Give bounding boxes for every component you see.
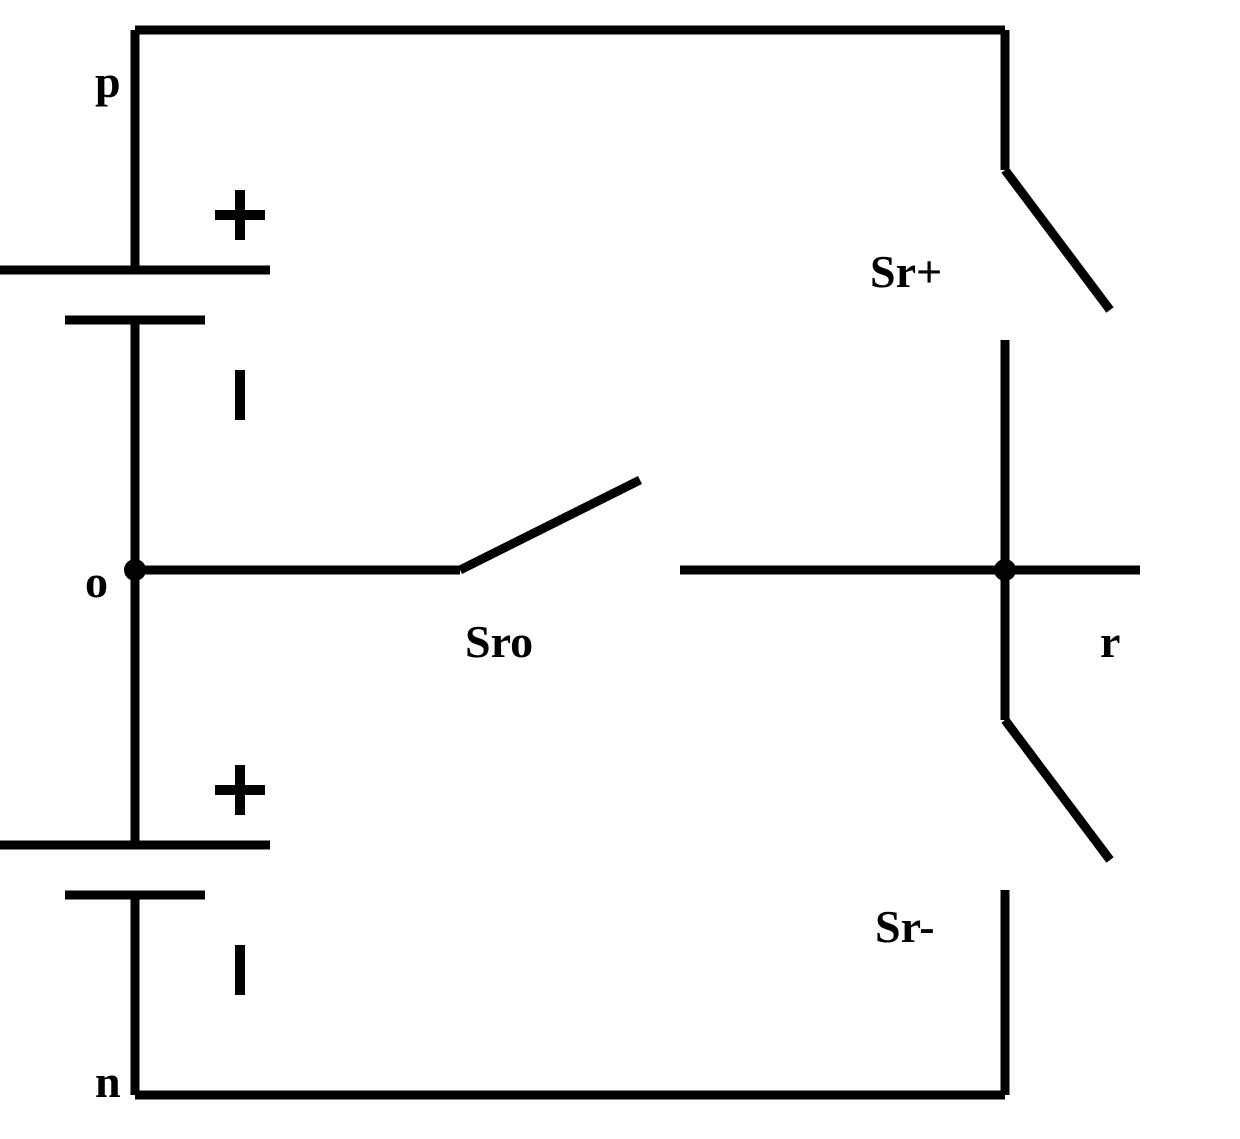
label-o: o bbox=[85, 555, 108, 608]
label-sro: Sro bbox=[465, 615, 533, 668]
label-sr-plus: Sr+ bbox=[870, 245, 942, 298]
label-r: r bbox=[1100, 615, 1120, 668]
label-p: p bbox=[95, 55, 121, 108]
circuit-diagram bbox=[0, 0, 1240, 1139]
label-sr-minus: Sr- bbox=[875, 900, 935, 953]
label-n: n bbox=[95, 1055, 121, 1108]
